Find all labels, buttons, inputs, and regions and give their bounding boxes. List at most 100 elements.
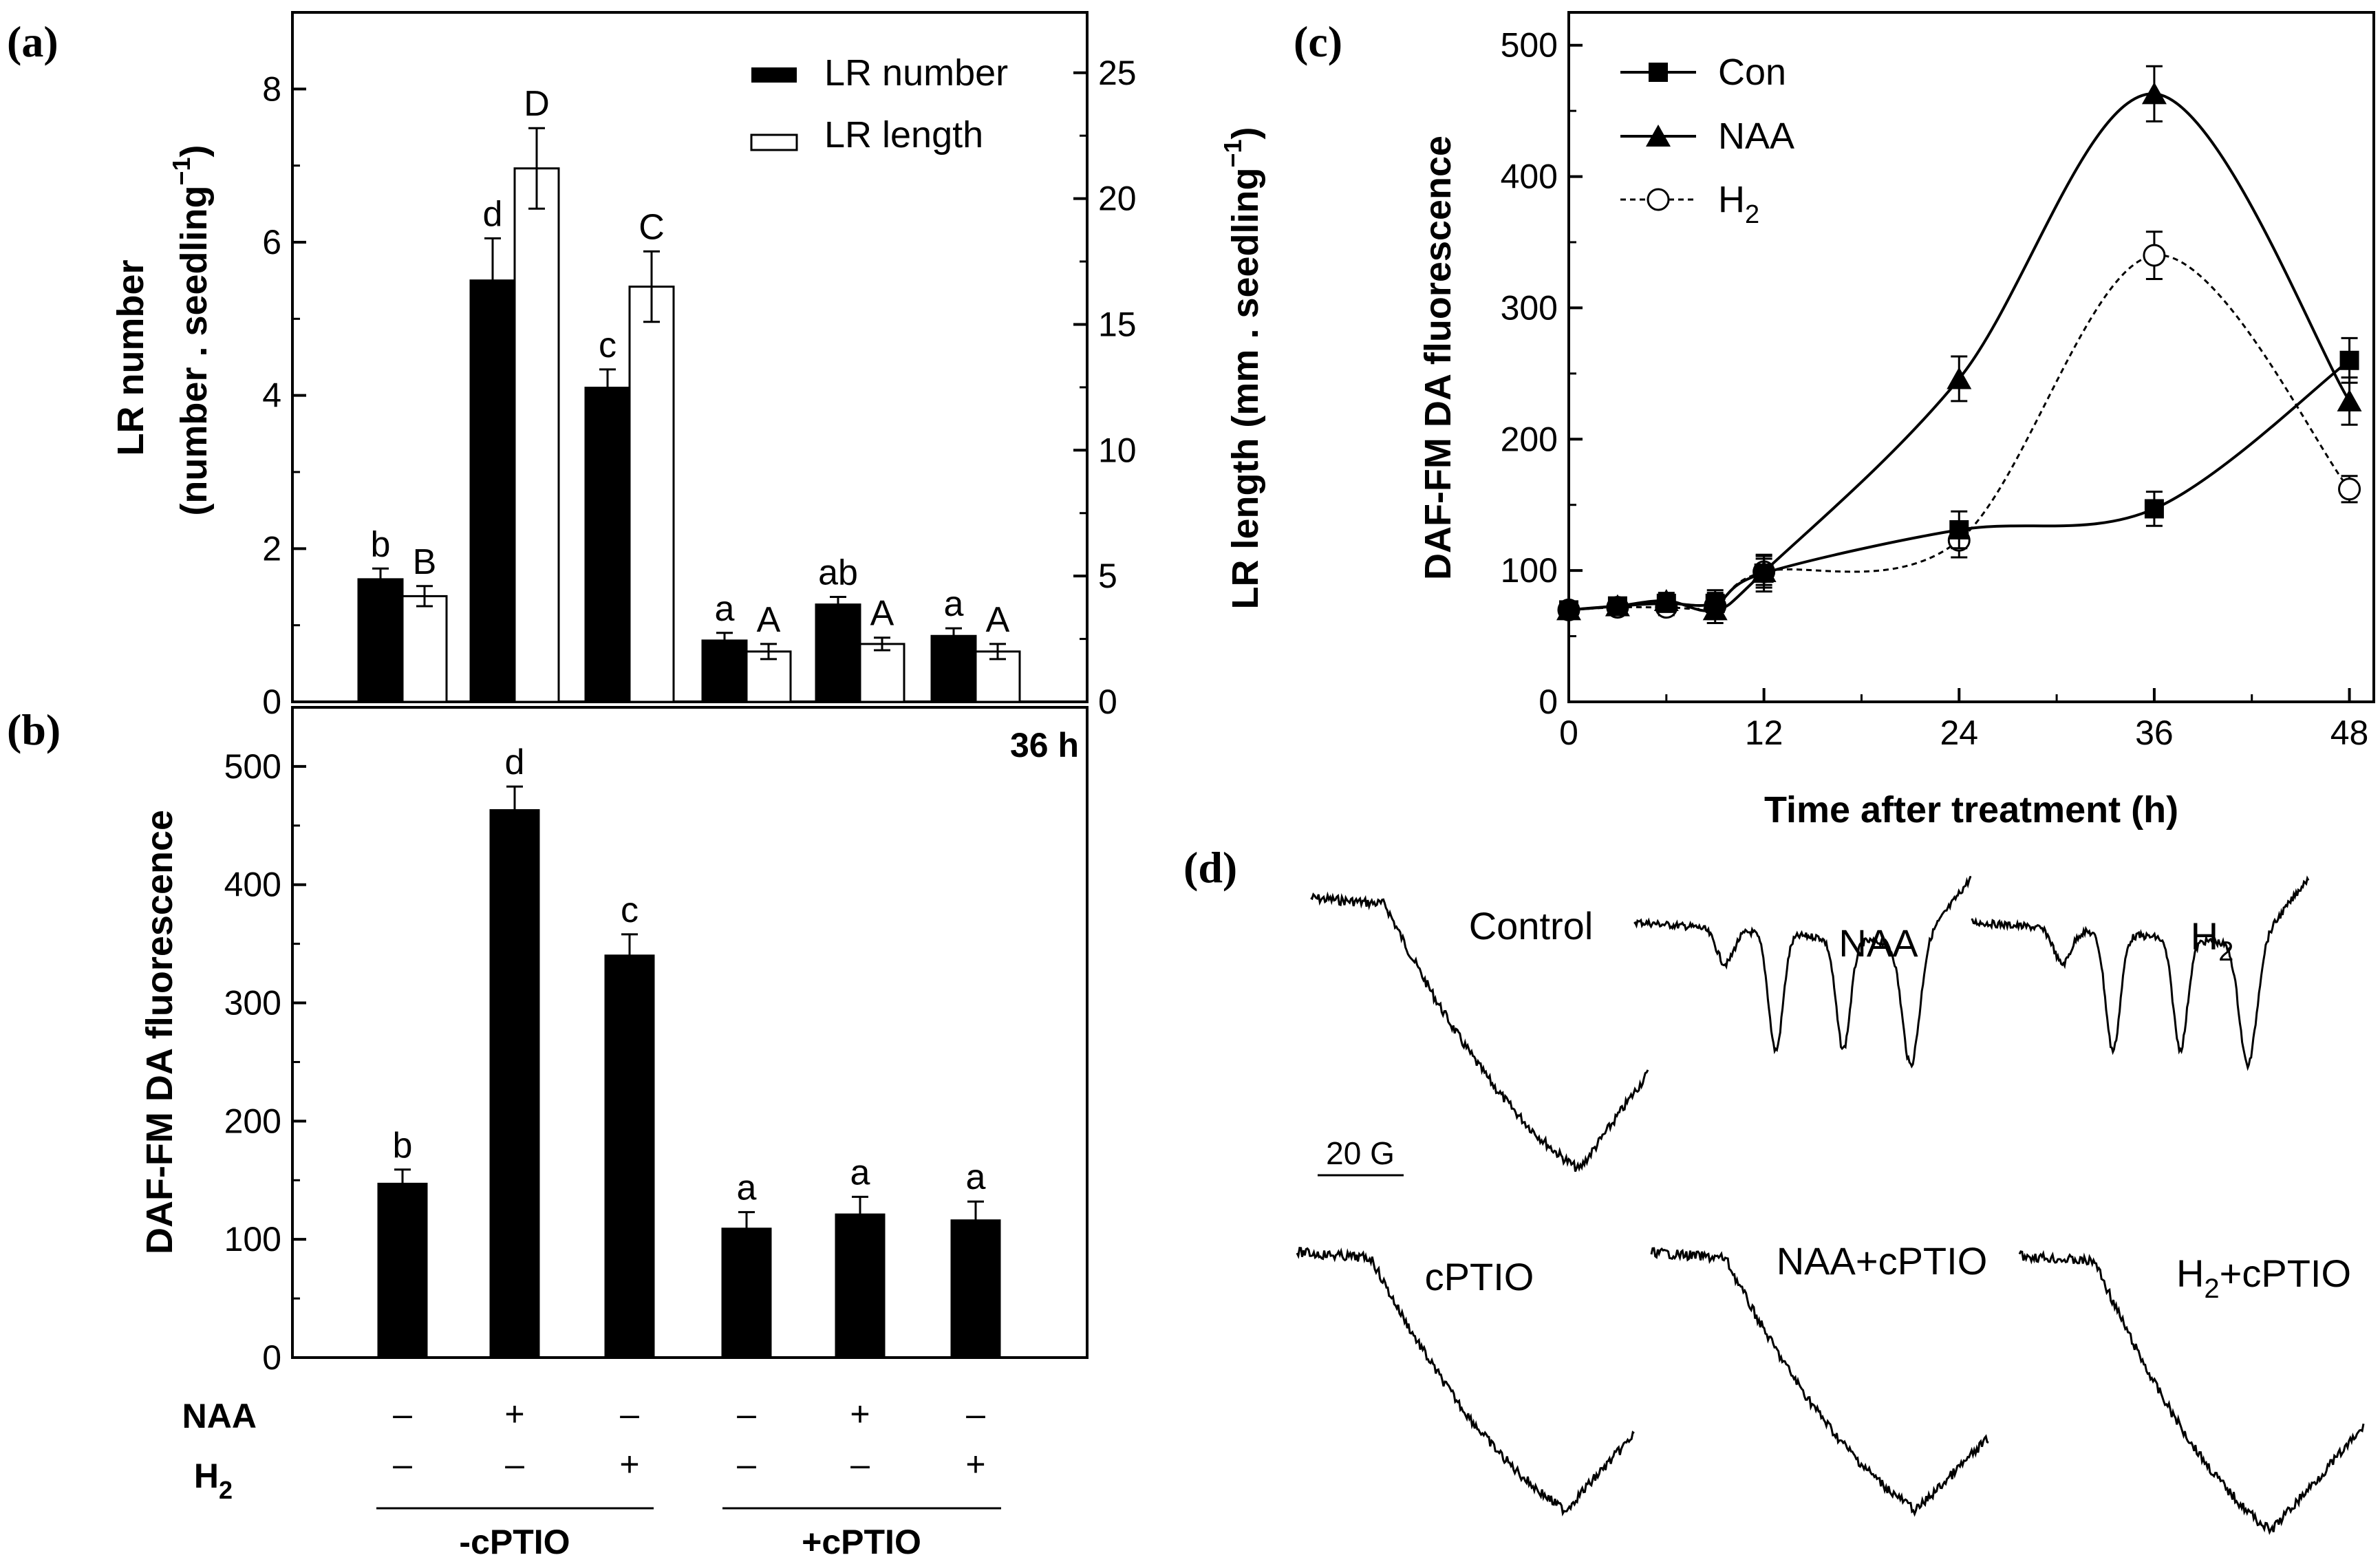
epr-label-h2-main: H	[2191, 914, 2218, 958]
h2-sign: +	[619, 1445, 639, 1483]
epr-spectrum-cptio	[1296, 1247, 1635, 1517]
y-tick-label: 200	[224, 1102, 281, 1140]
legend-lr-length: LR length	[824, 114, 983, 156]
bar-fluorescence	[489, 808, 540, 1359]
significance-letter-lr-length: B	[413, 542, 437, 582]
panel-a-y2label-exp: −1	[1219, 139, 1247, 167]
significance-letter: a	[966, 1157, 986, 1197]
significance-letter-lr-number: d	[483, 194, 503, 234]
y-tick-label-right: 20	[1098, 180, 1137, 218]
significance-letter-lr-number: ab	[818, 553, 858, 592]
bar-fluorescence	[721, 1228, 772, 1359]
panel-d-label: (d)	[1183, 843, 1237, 892]
panel-c-xlabel: Time after treatment (h)	[1764, 789, 2178, 831]
panel-a-y2label-close: )	[1225, 127, 1266, 139]
panel-a-ticks: 0 2 4 6 8 0 5 10 15 20 25	[262, 54, 1136, 721]
y-tick-label: 500	[224, 747, 281, 786]
y-tick-label-left: 0	[262, 683, 281, 721]
bar-fluorescence	[377, 1182, 428, 1359]
bar-fluorescence	[604, 954, 655, 1359]
x-tick-label: 12	[1745, 714, 1783, 752]
epr-label-naa-cptio: NAA+cPTIO	[1777, 1239, 1988, 1283]
legend-con: Con	[1718, 52, 1786, 93]
point-naa	[1605, 594, 1630, 617]
bar-fluorescence	[950, 1219, 1001, 1359]
y-tick-label-right: 15	[1098, 305, 1137, 343]
legend-naa: NAA	[1718, 116, 1794, 157]
group-label-minus-cptio: -cPTIO	[459, 1523, 570, 1561]
epr-spectrum-h2-cptio	[2018, 1250, 2365, 1535]
bar-lr-length	[513, 167, 560, 703]
bar-lr-number	[930, 634, 977, 703]
bar-lr-number	[357, 578, 404, 703]
point-naa	[2337, 389, 2362, 411]
panel-a-frame	[291, 11, 1089, 703]
legend-lr-number-swatch	[751, 67, 797, 83]
y-tick-label-left: 4	[262, 376, 281, 415]
panel-d: (d) Control NAA H2 cPTIO NAA+cPTIO H2+cP…	[1183, 843, 2365, 1535]
point-h2	[2143, 244, 2166, 267]
y-tick-label: 0	[1539, 683, 1558, 721]
naa-sign: –	[393, 1395, 412, 1433]
panel-c-frame	[1567, 11, 2375, 703]
epr-label-h2c-suffix: +cPTIO	[2220, 1252, 2351, 1295]
panel-c-label: (c)	[1294, 17, 1342, 66]
significance-letter: d	[505, 742, 525, 782]
treatment-h2-label-main: H	[194, 1457, 219, 1495]
panel-c: (c) 0 100 200 300 400 500 0 12 24 36 48 Con NAA H2…	[1294, 11, 2375, 831]
point-naa	[1702, 598, 1728, 621]
bar-lr-length	[859, 643, 905, 703]
legend-h2-sub: 2	[1745, 200, 1759, 229]
epr-spectrum-naa-cptio	[1650, 1247, 1989, 1517]
naa-sign: –	[620, 1395, 639, 1433]
epr-label-h2c-sub: 2	[2204, 1274, 2219, 1304]
legend-naa-marker	[1646, 125, 1671, 147]
epr-spectrum-naa	[1633, 876, 1972, 1069]
h2-sign: –	[393, 1445, 412, 1483]
epr-spectrum-h2	[1971, 875, 2310, 1071]
y-tick-label: 500	[1501, 26, 1558, 65]
panel-a-y2label: LR length (mm . seedling−1)	[1219, 127, 1266, 609]
h2-sign: –	[850, 1445, 870, 1483]
panel-c-legend: Con NAA H2	[1620, 52, 1794, 229]
epr-scale-label: 20 G	[1326, 1135, 1395, 1171]
bar-lr-number	[815, 603, 861, 703]
panel-b-frame	[291, 706, 1089, 1359]
x-tick-label: 48	[2330, 714, 2369, 752]
y-tick-label-right: 5	[1098, 557, 1117, 595]
panel-a-ylabel-close: )	[173, 144, 215, 157]
x-tick-label: 24	[1940, 714, 1978, 752]
naa-sign: +	[504, 1395, 524, 1433]
x-tick-label: 0	[1559, 714, 1578, 752]
panel-a-legend: LR number LR length	[750, 52, 1008, 156]
y-tick-label: 0	[262, 1338, 281, 1377]
epr-label-h2c-main: H	[2176, 1252, 2204, 1295]
significance-letter: b	[393, 1126, 413, 1166]
y-tick-label-left: 6	[262, 223, 281, 261]
bar-fluorescence	[835, 1213, 886, 1359]
y-tick-label-right: 10	[1098, 431, 1137, 469]
panel-a-y2label-text: LR length (mm . seedling	[1225, 167, 1266, 609]
point-h2	[2338, 478, 2361, 501]
naa-sign: –	[737, 1395, 756, 1433]
point-naa	[1947, 367, 1972, 389]
significance-letter-lr-length: D	[524, 84, 550, 124]
treatment-signs: – + – – + – – – + – – +	[393, 1395, 986, 1483]
panel-c-ylabel: DAF-FM DA fluorescence	[1417, 136, 1459, 580]
epr-label-h2-cptio: H2+cPTIO	[2176, 1252, 2351, 1304]
h2-sign: –	[505, 1445, 524, 1483]
panel-b-bars: b d c a a a	[377, 742, 1001, 1359]
significance-letter: a	[737, 1168, 757, 1208]
epr-label-cptio: cPTIO	[1425, 1255, 1534, 1298]
panel-c-ticks: 0 100 200 300 400 500 0 12 24 36 48	[1501, 26, 2369, 752]
treatment-h2-label-sub: 2	[219, 1476, 233, 1504]
y-tick-label-right: 25	[1098, 54, 1137, 92]
bar-lr-number	[469, 279, 516, 703]
y-tick-label: 300	[224, 984, 281, 1022]
panel-b: (b) 36 h 0 100 200 300 400 500 b d c a a a DAF-FM …	[7, 705, 1089, 1561]
y-tick-label: 100	[224, 1220, 281, 1258]
significance-letter-lr-length: A	[870, 594, 894, 634]
point-con	[1949, 519, 1969, 539]
